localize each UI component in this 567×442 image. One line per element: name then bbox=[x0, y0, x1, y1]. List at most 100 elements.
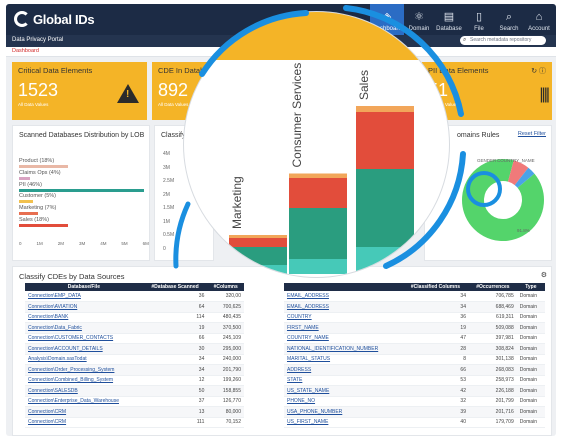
table-cell bbox=[243, 396, 284, 407]
kpi-value: 1523 bbox=[18, 80, 59, 100]
table-row[interactable]: Connection\Enterprise_Data_Warehouse 37 12… bbox=[25, 396, 545, 407]
lob-row[interactable]: PII (46%) bbox=[19, 182, 144, 194]
search-input[interactable]: ⌕ Search metadata repository bbox=[460, 36, 546, 45]
table-row[interactable]: Connection\CRM 111 70,152 US_FIRST_NAME 40 17… bbox=[25, 417, 545, 428]
nav-file-button[interactable]: ▯ File bbox=[464, 4, 494, 35]
column-name-link[interactable]: ADDRESS bbox=[283, 364, 402, 376]
database-file-link[interactable]: Connection\Order_Processing_System bbox=[25, 364, 143, 376]
column-header[interactable]: #Classified Columns bbox=[402, 283, 469, 291]
table-row[interactable]: Connection\BANK 114 480,435 COUNTRY 36 619,31… bbox=[25, 312, 545, 323]
lob-row[interactable]: Marketing (7%) bbox=[19, 205, 144, 217]
column-name-link[interactable]: FIRST_NAME bbox=[283, 322, 402, 334]
table-header-row: Database/File #Database Scanned #Columns #C… bbox=[25, 283, 545, 291]
table-row[interactable]: Connection\AVIATION 64 700,625 EMAIL_ADDRES… bbox=[25, 301, 545, 313]
table-cell: 34 bbox=[402, 291, 469, 302]
database-file-link[interactable]: Analysis\Domain.sasTodat bbox=[25, 354, 143, 365]
nav-label: File bbox=[474, 26, 484, 32]
reset-filter-link[interactable]: Reset Filter bbox=[517, 131, 546, 137]
lob-bar[interactable] bbox=[19, 212, 39, 216]
column-name-link[interactable]: COUNTRY bbox=[283, 312, 402, 323]
brand-logo[interactable]: Global IDs bbox=[14, 11, 95, 27]
database-file-link[interactable]: Connection\CUSTOMER_CONTACTS bbox=[25, 333, 143, 344]
lob-label: Customer (5%) bbox=[19, 193, 56, 200]
kpi-critical-data-elements[interactable]: Critical Data Elements 1523 All Data Val… bbox=[12, 62, 147, 120]
table-row[interactable]: Connection\ACCOUNT_DETAILS 30 295,000 NATIO… bbox=[25, 343, 545, 355]
column-name-link[interactable]: US_FIRST_NAME bbox=[283, 417, 402, 428]
column-name-link[interactable]: PHONE_NO bbox=[283, 396, 402, 407]
column-name-link[interactable]: STATE bbox=[283, 375, 402, 386]
bar-segment[interactable] bbox=[356, 112, 414, 169]
lob-bar[interactable] bbox=[19, 200, 33, 204]
bar-segment[interactable] bbox=[356, 106, 414, 112]
table-cell bbox=[243, 301, 284, 312]
brand-name: Global IDs bbox=[33, 11, 95, 27]
column-header[interactable]: Database/File bbox=[25, 283, 143, 291]
database-file-link[interactable]: Connection\Combined_Billing_System bbox=[25, 375, 143, 386]
column-name-link[interactable]: COUNTRY_NAME bbox=[283, 333, 402, 344]
database-file-link[interactable]: Connection\CRM bbox=[25, 417, 143, 428]
column-name-link[interactable]: EMAIL_ADDRESS bbox=[283, 291, 402, 302]
column-header[interactable]: #Database Scanned bbox=[142, 283, 208, 291]
nav-label: Search bbox=[499, 26, 519, 32]
column-name-link[interactable]: MARITAL_STATUS bbox=[283, 354, 402, 365]
column-header[interactable]: #Occurrences bbox=[468, 283, 517, 291]
table-row[interactable]: Connection\CUSTOMER_CONTACTS 66 245,109 COU… bbox=[25, 333, 545, 344]
bar-segment[interactable] bbox=[229, 265, 287, 274]
lob-bar[interactable] bbox=[19, 223, 68, 227]
lob-row[interactable]: Customer (5%) bbox=[19, 193, 144, 205]
bar-segment[interactable] bbox=[356, 169, 414, 247]
database-file-link[interactable]: Connection\AVIATION bbox=[25, 301, 143, 313]
nav-label: Account bbox=[528, 26, 550, 32]
lob-bar[interactable] bbox=[19, 176, 30, 180]
bar-segment[interactable] bbox=[289, 173, 347, 179]
table-row[interactable]: Analysis\Domain.sasTodat 34 240,000 MARITAL… bbox=[25, 354, 545, 365]
nav-search-button[interactable]: ⌕ Search bbox=[494, 4, 524, 35]
bar-segment[interactable] bbox=[229, 247, 287, 265]
table-row[interactable]: Connection\SALESDB 50 158,855 US_STATE_NAME… bbox=[25, 385, 545, 397]
table-row[interactable]: Connection\Data_Fabric 19 370,500 FIRST_NAM… bbox=[25, 322, 545, 334]
donut-slice-large[interactable] bbox=[461, 158, 546, 243]
database-file-link[interactable]: Connection\Data_Fabric bbox=[25, 322, 143, 334]
column-name-link[interactable]: NATIONAL_IDENTIFICATION_NUMBER bbox=[283, 343, 402, 355]
database-file-link[interactable]: Connection\EMP_DATA bbox=[25, 291, 143, 302]
column-header[interactable] bbox=[283, 283, 402, 291]
refresh-icon[interactable]: ↻ ⓘ bbox=[531, 68, 546, 75]
column-name-link[interactable]: USA_PHONE_NUMBER bbox=[283, 406, 402, 418]
column-name-link[interactable]: US_STATE_NAME bbox=[283, 385, 402, 397]
bar-segment[interactable] bbox=[289, 259, 347, 274]
column-header[interactable]: Type bbox=[516, 283, 545, 291]
table-row[interactable]: Connection\Combined_Billing_System 12 199,… bbox=[25, 375, 545, 386]
lob-row[interactable]: Claims Ops (4%) bbox=[19, 170, 144, 182]
bar-segment[interactable] bbox=[229, 238, 287, 247]
column-name-link[interactable]: EMAIL_ADDRESS bbox=[283, 301, 402, 313]
lob-row[interactable]: Sales (18%) bbox=[19, 217, 144, 229]
table-row[interactable]: Connection\EMP_DATA 36 320,00 EMAIL_ADDRESS… bbox=[25, 291, 545, 302]
table-row[interactable]: Connection\Order_Processing_System 34 201,… bbox=[25, 364, 545, 376]
lob-row[interactable]: Product (18%) bbox=[19, 158, 144, 170]
database-file-link[interactable]: Connection\Enterprise_Data_Warehouse bbox=[25, 396, 143, 407]
search-icon: ⌕ bbox=[505, 11, 513, 23]
lob-bar[interactable] bbox=[19, 188, 144, 192]
table-cell: 34 bbox=[142, 364, 208, 376]
gear-icon[interactable]: ⚙ bbox=[540, 272, 547, 279]
bar-segment[interactable] bbox=[356, 247, 414, 274]
donut-label: 91.8% bbox=[517, 228, 530, 233]
database-file-link[interactable]: Connection\ACCOUNT_DETAILS bbox=[25, 343, 143, 355]
axis-tick: 4M bbox=[100, 241, 107, 246]
table-cell: 700,625 bbox=[207, 301, 244, 313]
database-file-link[interactable]: Connection\BANK bbox=[25, 312, 143, 323]
donut-slice-email[interactable] bbox=[461, 158, 546, 243]
database-file-link[interactable]: Connection\CRM bbox=[25, 406, 143, 418]
database-file-link[interactable]: Connection\SALESDB bbox=[25, 385, 143, 397]
bar-segment[interactable] bbox=[229, 235, 287, 238]
y-axis-ticks: 4M 3M 2.5M 2M 1.5M 1M 0.5M 0 bbox=[163, 148, 174, 256]
table-cell: Domain bbox=[516, 364, 545, 376]
table-row[interactable]: Connection\CRM 13 80,000 USA_PHONE_NUMBER 39… bbox=[25, 406, 545, 418]
bar-segment[interactable] bbox=[289, 208, 347, 259]
bar-segment[interactable] bbox=[289, 178, 347, 208]
column-header[interactable]: #Columns bbox=[207, 283, 244, 291]
nav-account-button[interactable]: ⌂ Account bbox=[524, 4, 554, 35]
kpi-title: Critical Data Elements bbox=[18, 66, 93, 75]
lob-bar[interactable] bbox=[19, 165, 68, 168]
breadcrumb-current[interactable]: Dashboard bbox=[12, 48, 39, 54]
